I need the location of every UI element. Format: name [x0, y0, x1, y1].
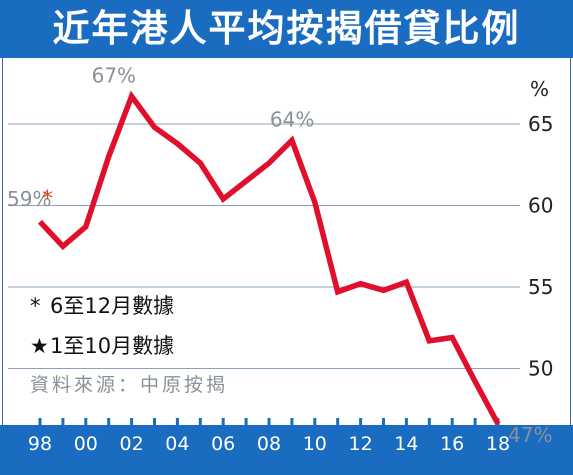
x-tick-mark-2014	[404, 418, 408, 427]
x-tick-mark-1998	[38, 418, 42, 427]
title-bar: 近年港人平均按揭借貸比例	[0, 0, 573, 58]
x-tick-label-12: 12	[349, 433, 373, 455]
x-tick-mark-2006	[221, 418, 225, 427]
x-tick-mark-2001	[107, 418, 111, 427]
source-credit: 資料來源：中原按揭	[30, 374, 229, 396]
y-axis-unit: %	[530, 77, 549, 101]
y-tick-label-50: 50	[528, 357, 553, 381]
data-label-2009: 64%	[270, 107, 314, 131]
x-tick-label-02: 02	[120, 433, 144, 455]
x-tick-label-06: 06	[211, 433, 235, 455]
data-label-2018: 47%	[508, 423, 552, 447]
note-star-red: * 6至12月數據	[30, 290, 174, 320]
x-tick-mark-2005	[198, 418, 202, 427]
x-tick-mark-2003	[153, 418, 156, 427]
x-tick-mark-2008	[267, 418, 271, 427]
data-label-mark-1998: *	[42, 187, 53, 212]
x-tick-mark-2017	[473, 418, 477, 427]
y-tick-label-60: 60	[528, 194, 553, 218]
x-tick-mark-2015	[427, 418, 431, 427]
x-tick-mark-2011	[336, 418, 340, 427]
x-axis-bar	[0, 425, 573, 475]
y-tick-label-55: 55	[528, 275, 553, 299]
x-tick-label-08: 08	[257, 433, 281, 455]
x-tick-label-04: 04	[165, 433, 189, 455]
y-tick-label-65: 65	[528, 112, 553, 136]
x-tick-mark-2013	[382, 418, 385, 427]
x-tick-mark-2009	[290, 418, 294, 427]
note-asterisk-symbol: *	[30, 294, 41, 318]
x-tick-label-10: 10	[303, 433, 327, 455]
note-star-symbol: ★	[30, 334, 49, 358]
data-label-2002: 67%	[92, 63, 136, 87]
x-tick-label-14: 14	[394, 433, 418, 455]
x-tick-mark-2007	[244, 418, 248, 427]
note-star-black: ★1至10月數據	[30, 330, 174, 360]
x-tick-label-00: 00	[74, 433, 98, 455]
chart-title: 近年港人平均按揭借貸比例	[52, 7, 521, 50]
note-star-text: 1至10月數據	[50, 334, 175, 358]
x-tick-mark-2002	[130, 418, 134, 427]
note-asterisk-text: 6至12月數據	[50, 294, 175, 318]
x-tick-mark-1999	[61, 418, 65, 427]
x-tick-mark-2000	[84, 418, 88, 427]
x-tick-mark-2012	[359, 418, 363, 427]
x-tick-label-16: 16	[440, 433, 464, 455]
x-tick-mark-2004	[175, 418, 179, 427]
x-tick-label-18: 18	[486, 433, 510, 455]
x-tick-label-98: 98	[28, 433, 52, 455]
x-tick-mark-2010	[313, 418, 317, 427]
x-tick-mark-2016	[450, 418, 454, 427]
data-label-1998: 59%	[7, 187, 51, 211]
